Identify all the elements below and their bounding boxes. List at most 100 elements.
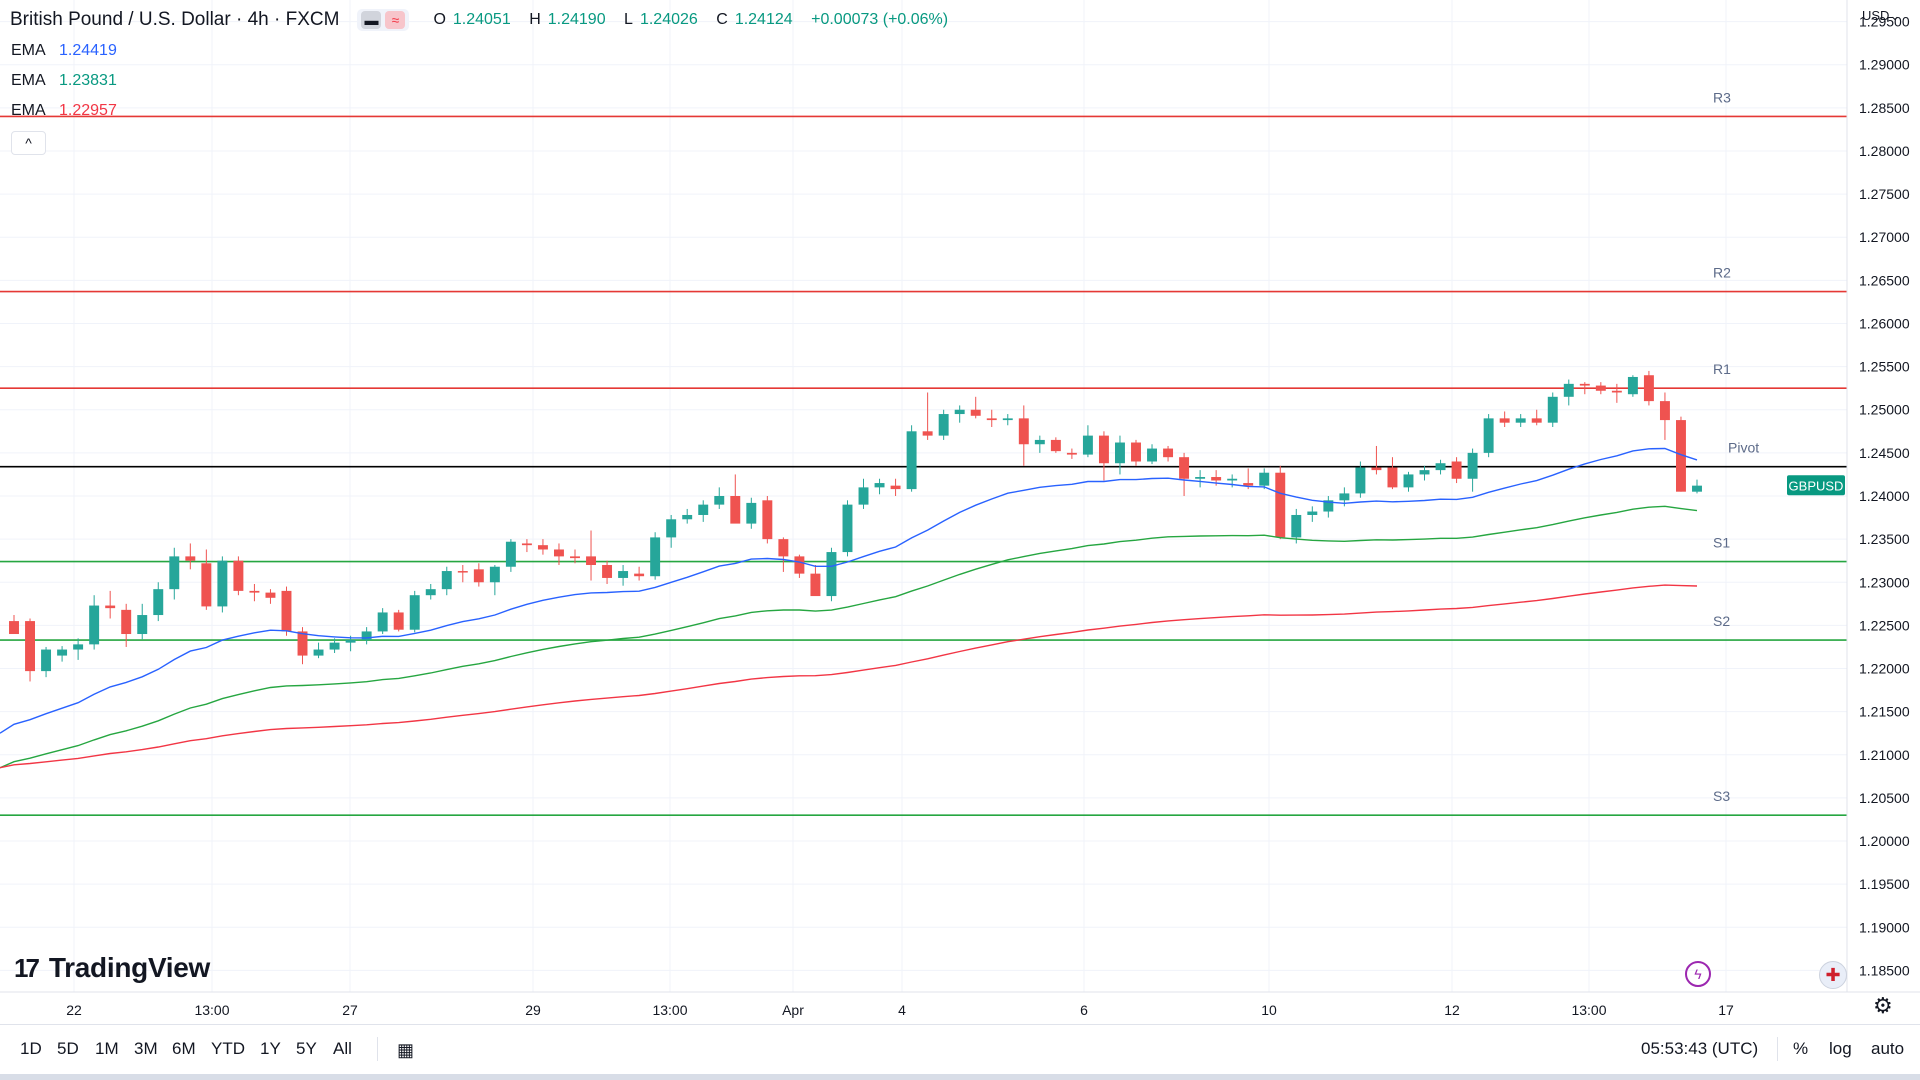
log-scale-button[interactable]: log: [1829, 1039, 1852, 1058]
candle-body: [1291, 514, 1302, 538]
last-price-badge: [1787, 475, 1845, 496]
range-1m-button[interactable]: 1M: [95, 1039, 119, 1058]
footer-strip: [0, 1074, 1920, 1080]
candle-body: [201, 563, 212, 607]
pivot-label-s3: S3: [1713, 788, 1730, 804]
candle-body: [554, 549, 564, 557]
candle-body: [1227, 478, 1238, 481]
chart-header: British Pound / U.S. Dollar · 4h · FXCM …: [10, 9, 955, 31]
range-1d-button[interactable]: 1D: [20, 1039, 42, 1058]
candle-body: [618, 571, 629, 578]
candle-body: [521, 543, 532, 546]
price-tick-label: 1.18500: [1859, 962, 1910, 978]
indicator-ema-2[interactable]: EMA 1.23831: [11, 72, 117, 89]
candle-body: [906, 431, 917, 490]
candle-body: [1627, 376, 1638, 395]
tradingview-logo: 17 TradingView: [14, 952, 211, 983]
ema-3-value: 1.22957: [59, 102, 117, 119]
candle-body: [970, 409, 981, 416]
flash-icon[interactable]: ϟ: [1685, 961, 1711, 987]
indicator-ema-1[interactable]: EMA 1.24419: [11, 42, 117, 59]
collapse-legend-button[interactable]: ^: [11, 131, 46, 155]
range-5d-button[interactable]: 5D: [57, 1039, 79, 1058]
candle-body: [505, 541, 516, 567]
toolbar-divider: [377, 1037, 378, 1061]
candle-body: [650, 537, 661, 577]
candle-body: [9, 621, 19, 635]
range-5y-button[interactable]: 5Y: [296, 1039, 317, 1058]
bar-style-icon[interactable]: ▬: [361, 11, 382, 29]
price-tick-label: 1.20000: [1859, 833, 1910, 849]
candle-body: [185, 556, 196, 561]
display-toggles: ▬ ≈: [357, 9, 410, 31]
candle-body: [105, 605, 116, 609]
candle-body: [153, 589, 164, 616]
compare-icon[interactable]: ≈: [385, 11, 406, 29]
candle-body: [730, 496, 741, 524]
toolbar-divider-2: [1777, 1037, 1778, 1061]
candle-body: [1243, 483, 1254, 486]
candle-body: [842, 504, 853, 553]
candle-body: [297, 631, 308, 656]
candle-body: [57, 649, 68, 656]
candle-body: [329, 642, 340, 650]
range-all-button[interactable]: All: [333, 1039, 352, 1058]
price-tick-label: 1.23500: [1859, 531, 1910, 547]
candle-body: [1643, 375, 1654, 402]
candle-body: [1692, 485, 1702, 492]
candle-body: [1082, 435, 1093, 455]
chart-canvas[interactable]: R3 R2 R1 Pivot S1 S2 S3 1.29500 1.29000 1.28500 1.…: [0, 0, 1920, 1024]
candle-body: [1435, 463, 1446, 471]
candle-body: [682, 514, 693, 520]
change-value: +0.00073 (+0.06%): [811, 11, 949, 28]
price-tick-label: 1.22000: [1859, 661, 1910, 677]
symbol-title[interactable]: British Pound / U.S. Dollar · 4h · FXCM: [10, 9, 340, 30]
ema-line-2: [0, 505, 1698, 769]
candle-body: [1131, 442, 1141, 462]
price-tick-label: 1.19500: [1859, 876, 1910, 892]
price-tick-label: 1.26500: [1859, 272, 1910, 288]
high-value: 1.24190: [547, 11, 606, 28]
range-ytd-button[interactable]: YTD: [211, 1039, 245, 1058]
candle-body: [41, 649, 52, 672]
candle-body: [1547, 396, 1558, 423]
range-6m-button[interactable]: 6M: [172, 1039, 196, 1058]
candle-body: [586, 556, 596, 566]
utc-clock[interactable]: 05:53:43 (UTC): [1641, 1039, 1759, 1058]
candle-body: [1018, 418, 1029, 445]
candle-body: [826, 552, 837, 597]
auto-scale-button[interactable]: auto: [1871, 1039, 1905, 1058]
price-tick-label: 1.25500: [1859, 359, 1910, 375]
price-tick-label: 1.28500: [1859, 100, 1910, 116]
candle-body: [441, 571, 452, 590]
time-tick-label: 29: [525, 1002, 541, 1018]
range-1y-button[interactable]: 1Y: [260, 1039, 281, 1058]
indicator-ema-3[interactable]: EMA 1.22957: [11, 102, 117, 119]
candle-body: [1307, 511, 1318, 515]
percent-scale-button[interactable]: %: [1793, 1039, 1809, 1058]
candle-body: [217, 560, 228, 607]
candle-body: [1115, 442, 1125, 464]
candle-body: [1483, 418, 1494, 453]
settings-gear-icon[interactable]: ⚙: [1873, 993, 1893, 1018]
candle-body: [425, 589, 436, 596]
candle-body: [858, 487, 869, 505]
candle-body: [121, 609, 132, 635]
candle-body: [137, 615, 148, 635]
candle-body: [698, 504, 709, 515]
pivot-label-r3: R3: [1713, 89, 1731, 105]
bottom-toolbar: 1D 5D 1M 3M 6M YTD 1Y 5Y All ▦ 05:53:43 …: [0, 1024, 1920, 1075]
candle-body: [1531, 418, 1542, 423]
pivot-label-r2: R2: [1713, 265, 1731, 281]
date-range-icon[interactable]: ▦: [397, 1040, 415, 1060]
currency-selector[interactable]: USD⌄: [1862, 8, 1901, 23]
gb-flag-icon[interactable]: ✚: [1819, 961, 1847, 989]
candle-body: [377, 612, 388, 632]
candle-body: [762, 500, 773, 540]
pivot-label-r1: R1: [1713, 361, 1731, 377]
candle-body: [938, 414, 949, 436]
candle-body: [473, 569, 484, 583]
candle-body: [778, 539, 789, 557]
candle-body: [1419, 470, 1430, 475]
range-3m-button[interactable]: 3M: [134, 1039, 158, 1058]
